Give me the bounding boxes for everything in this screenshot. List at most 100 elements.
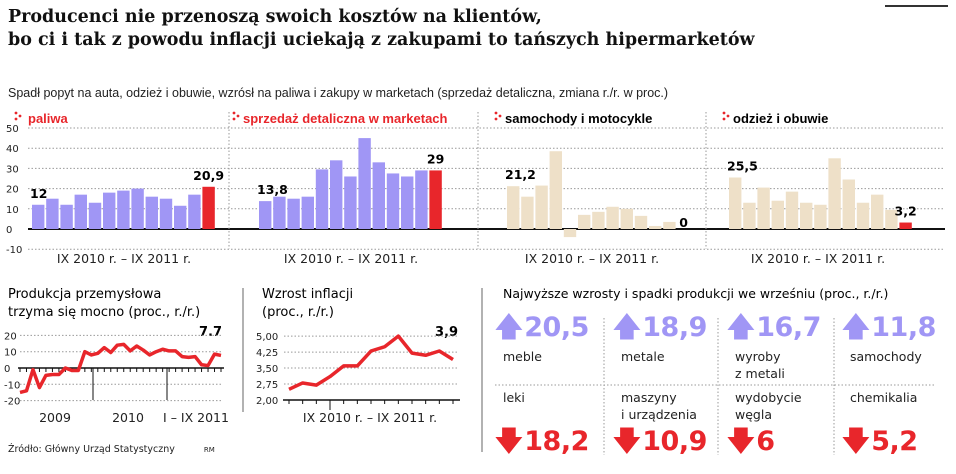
production-chart-title-2: trzyma się mocno (proc., r./r.) (8, 305, 200, 320)
y-tick-label: 20 (4, 331, 17, 342)
bar (563, 229, 577, 238)
production-chart-title-1: Produkcja przemysłowa (8, 287, 161, 302)
decrease-value: 🡇10,9 (613, 428, 707, 456)
subtitle: Spadł popyt na auta, odzież i obuwie, wz… (8, 86, 669, 100)
source: Źródło: Główny Urząd Statystyczny RM (8, 444, 215, 455)
last-value-label: 0 (679, 215, 688, 230)
y-tick-label: 20 (6, 185, 19, 196)
bar (273, 196, 286, 229)
arrow-up-icon: 🡅 (495, 312, 523, 343)
increase-label: wyroby z metali (735, 349, 785, 381)
bar (32, 204, 45, 229)
y-tick-label: 5,00 (256, 332, 278, 343)
xlabel-markets: IX 2010 r. – IX 2011 r. (284, 251, 418, 266)
xtick-2010: 2010 (112, 410, 144, 425)
decrease-label: wydobycie węgla (735, 390, 802, 422)
value-text: 16,7 (756, 312, 821, 343)
arrow-down-icon: 🡇 (727, 426, 755, 457)
last-value-label: 29 (427, 151, 444, 166)
xlabel-clothes: IX 2010 r. – IX 2011 r. (751, 251, 885, 266)
bar (131, 188, 144, 229)
panel-title-cars: samochody i motocykle (505, 111, 652, 126)
y-tick-label: 4,25 (256, 348, 278, 359)
panel-bullet-icon (494, 117, 498, 121)
panel-bullet-icon (232, 111, 236, 115)
inflation-chart-title-2: (proc., r./r.) (262, 305, 334, 320)
panel-bullet-icon (236, 114, 240, 118)
bar (386, 173, 400, 229)
value-text: 20,5 (524, 312, 589, 343)
inflation-line (288, 334, 454, 391)
bar (578, 214, 591, 229)
arrow-up-icon: 🡅 (727, 312, 755, 343)
y-tick-label: 0 (4, 364, 10, 375)
last-value-label: 20,9 (193, 168, 224, 183)
arrow-up-icon: 🡅 (842, 312, 870, 343)
bar (856, 202, 870, 229)
bar (743, 202, 756, 229)
bar (74, 194, 87, 229)
bar (301, 196, 314, 229)
bar (145, 196, 158, 229)
bar (592, 211, 605, 229)
value-text: 11,8 (871, 312, 936, 343)
inflation-last-label: 3,9 (435, 325, 458, 340)
bar (330, 160, 343, 229)
bar (785, 191, 799, 229)
bar (535, 185, 548, 229)
value-text: 6 (756, 426, 775, 457)
bar (634, 215, 648, 229)
increase-value: 🡅20,5 (495, 314, 589, 342)
y-tick-label: -10 (4, 380, 20, 391)
bar (800, 202, 813, 229)
bar (828, 158, 841, 229)
xlabel-fuel: IX 2010 r. – IX 2011 r. (57, 251, 191, 266)
first-value-label: 13,8 (257, 182, 288, 197)
bar (771, 200, 784, 229)
bar (117, 190, 130, 229)
bar (401, 176, 414, 229)
bar (507, 186, 520, 229)
increase-value: 🡅16,7 (727, 314, 821, 342)
bar (372, 162, 385, 229)
decrease-value: 🡇6 (727, 428, 775, 456)
title-line-1: Producenci nie przenoszą swoich kosztów … (8, 7, 542, 27)
bar (88, 202, 102, 229)
bar (344, 176, 357, 229)
arrow-down-icon: 🡇 (842, 426, 870, 457)
bar (103, 192, 116, 229)
bar (415, 170, 428, 229)
bar (159, 198, 173, 229)
bar (188, 194, 201, 229)
bar (871, 194, 884, 229)
bar (620, 208, 633, 229)
bar (174, 205, 187, 229)
panel-bullet-icon (498, 114, 502, 118)
bar (729, 177, 742, 229)
panel-bullet-icon (722, 117, 726, 121)
bar (606, 206, 619, 229)
decrease-label: leki (503, 390, 525, 405)
decrease-value: 🡇5,2 (842, 428, 918, 456)
value-text: 18,9 (642, 312, 707, 343)
panel-bullet-icon (232, 117, 236, 121)
panel-bullet-icon (494, 111, 498, 115)
page-title: Producenci nie przenoszą swoich kosztów … (8, 6, 755, 52)
first-value-label: 25,5 (727, 158, 758, 173)
bar (429, 170, 442, 229)
bar (202, 186, 215, 229)
panel-title-markets: sprzedaż detaliczna w marketach (243, 111, 448, 126)
arrow-up-icon: 🡅 (613, 312, 641, 343)
title-line-2: bo ci i tak z powodu inflacji uciekają z… (8, 30, 755, 50)
production-stats-title: Najwyższe wzrosty i spadki produkcji we … (503, 286, 888, 301)
bar (649, 225, 662, 229)
arrow-down-icon: 🡇 (613, 426, 641, 457)
panel-bullet-icon (18, 114, 22, 118)
bar (814, 204, 827, 229)
bar (287, 198, 300, 229)
increase-value: 🡅11,8 (842, 314, 936, 342)
bar (46, 198, 59, 229)
source-text: Źródło: Główny Urząd Statystyczny (8, 444, 175, 455)
arrow-down-icon: 🡇 (495, 426, 523, 457)
